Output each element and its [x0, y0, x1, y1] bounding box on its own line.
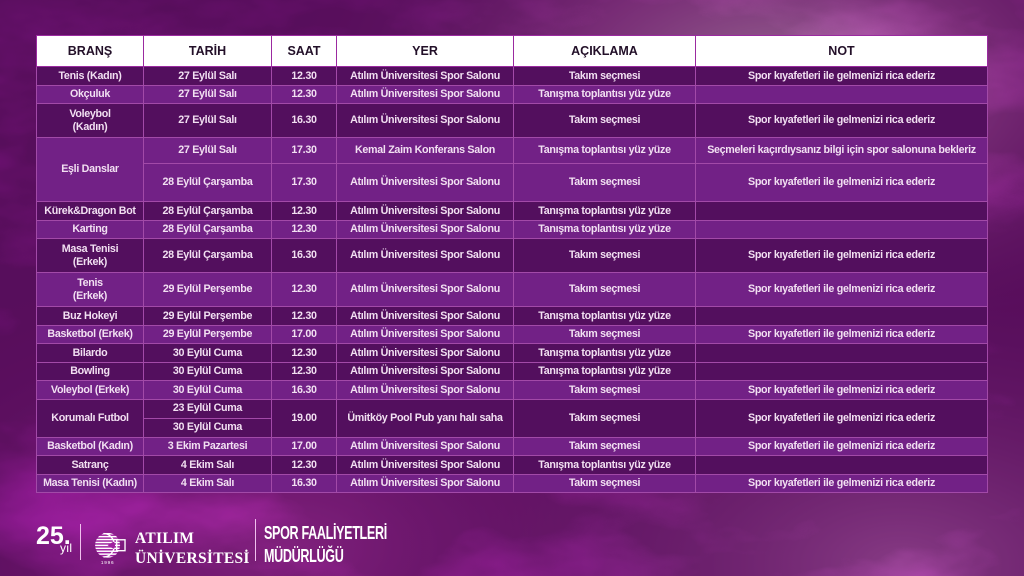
svg-text:1996: 1996 [101, 560, 114, 565]
